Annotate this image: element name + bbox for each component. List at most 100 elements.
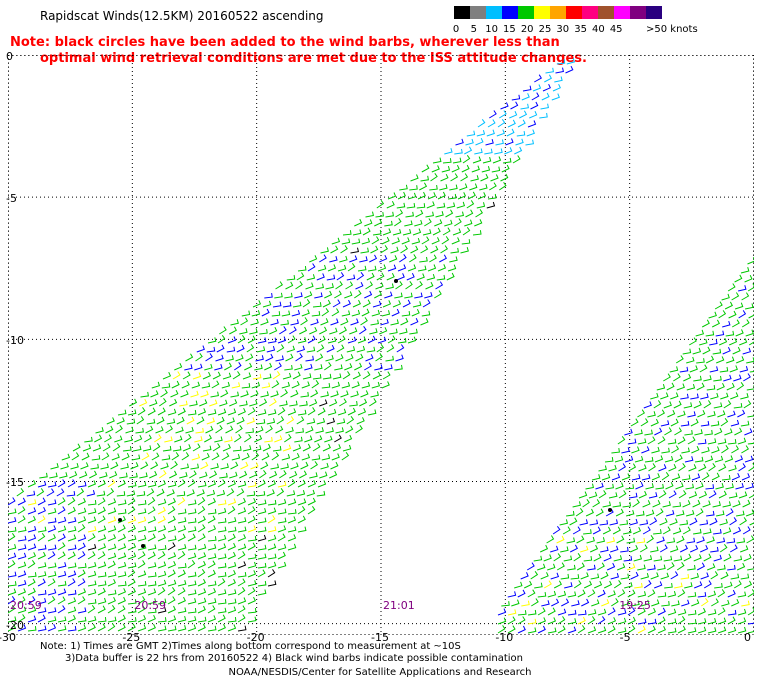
wind-barb [712, 501, 721, 508]
wind-barb [226, 488, 235, 497]
wind-barb [597, 589, 606, 598]
wind-barb [421, 236, 430, 245]
wind-barb [77, 481, 87, 488]
wind-barb [736, 562, 746, 571]
wind-barb [647, 564, 656, 571]
wind-barb [617, 617, 627, 625]
wind-barb [17, 561, 27, 569]
wind-barb [341, 452, 350, 461]
wind-barb [94, 434, 103, 443]
wind-barb [686, 356, 695, 364]
wind-barb [227, 551, 236, 560]
wind-barb [201, 452, 210, 461]
wind-barb [657, 625, 666, 634]
wind-barb [741, 319, 750, 328]
wind-barb [366, 272, 375, 281]
wind-barb [227, 506, 236, 515]
wind-barb [177, 508, 187, 515]
wind-barb [673, 373, 681, 382]
wind-barb [494, 148, 503, 155]
wind-barb [507, 616, 516, 625]
wind-barb [167, 560, 177, 569]
wind-barb [369, 398, 377, 407]
wind-barb [573, 580, 582, 589]
wind-barb [656, 383, 666, 391]
wind-barb [702, 346, 711, 355]
wind-barb [696, 358, 705, 364]
wind-barb [320, 391, 329, 398]
wind-barb [523, 580, 533, 589]
wind-barb [577, 616, 586, 625]
wind-barb [709, 366, 719, 373]
wind-barb [402, 299, 411, 308]
wind-barb [335, 281, 343, 290]
wind-barb [611, 598, 619, 607]
wind-barb [356, 272, 365, 281]
wind-barb [242, 372, 252, 380]
wind-barb [300, 391, 309, 398]
wind-barb [537, 617, 547, 625]
wind-barb [254, 364, 263, 371]
wind-barb [587, 626, 597, 634]
wind-barb [127, 516, 137, 524]
wind-barb [727, 616, 736, 625]
wind-barb [167, 596, 176, 605]
wind-barb [564, 582, 573, 589]
wind-barb [207, 605, 216, 614]
wind-barb [621, 599, 630, 607]
wind-barb [8, 497, 16, 506]
wind-barb [47, 562, 57, 569]
wind-barb [667, 438, 677, 445]
wind-barb [447, 193, 457, 200]
wind-barb [717, 410, 726, 418]
wind-barb [637, 618, 647, 625]
wind-barb [192, 372, 202, 380]
wind-barb [631, 600, 640, 607]
longitude-label: -15 [371, 631, 389, 644]
wind-barb [227, 578, 236, 587]
wind-barb [234, 434, 242, 443]
legend-label: 35 [574, 24, 587, 35]
wind-barb [361, 237, 371, 245]
wind-barb [17, 544, 27, 551]
wind-barb [207, 480, 217, 488]
wind-barb [705, 484, 715, 490]
wind-barb [230, 319, 239, 326]
wind-barb [682, 500, 691, 508]
wind-barb [197, 605, 206, 614]
wind-barb [47, 616, 57, 623]
wind-barb [186, 489, 195, 497]
wind-barb [216, 416, 225, 425]
wind-barb [289, 326, 297, 335]
wind-barb [380, 245, 388, 254]
wind-barb [127, 524, 136, 533]
wind-barb [271, 311, 281, 317]
wind-barb [466, 200, 475, 209]
wind-barb [231, 453, 241, 461]
wind-barb [688, 464, 697, 472]
legend-swatch [646, 6, 662, 19]
wind-barb [137, 481, 147, 488]
wind-barb [150, 390, 159, 398]
wind-barb [650, 572, 659, 580]
wind-barb [297, 266, 307, 272]
wind-barb [359, 326, 367, 335]
wind-barb [701, 598, 709, 607]
wind-barb [27, 560, 36, 569]
wind-barb [615, 482, 624, 490]
wind-barb [106, 417, 115, 425]
wind-barb [47, 499, 57, 506]
wind-barb [581, 598, 590, 607]
wind-barb [718, 310, 727, 319]
wind-barb [239, 328, 248, 335]
wind-barb [67, 479, 76, 488]
wind-barb [67, 526, 77, 533]
wind-barb [722, 527, 732, 535]
wind-barb [375, 282, 384, 290]
wind-barb [439, 254, 447, 263]
wind-barb [77, 624, 87, 632]
wind-barb [717, 589, 726, 598]
wind-barb [684, 430, 693, 436]
wind-barb [217, 499, 227, 506]
wind-barb [210, 463, 219, 470]
